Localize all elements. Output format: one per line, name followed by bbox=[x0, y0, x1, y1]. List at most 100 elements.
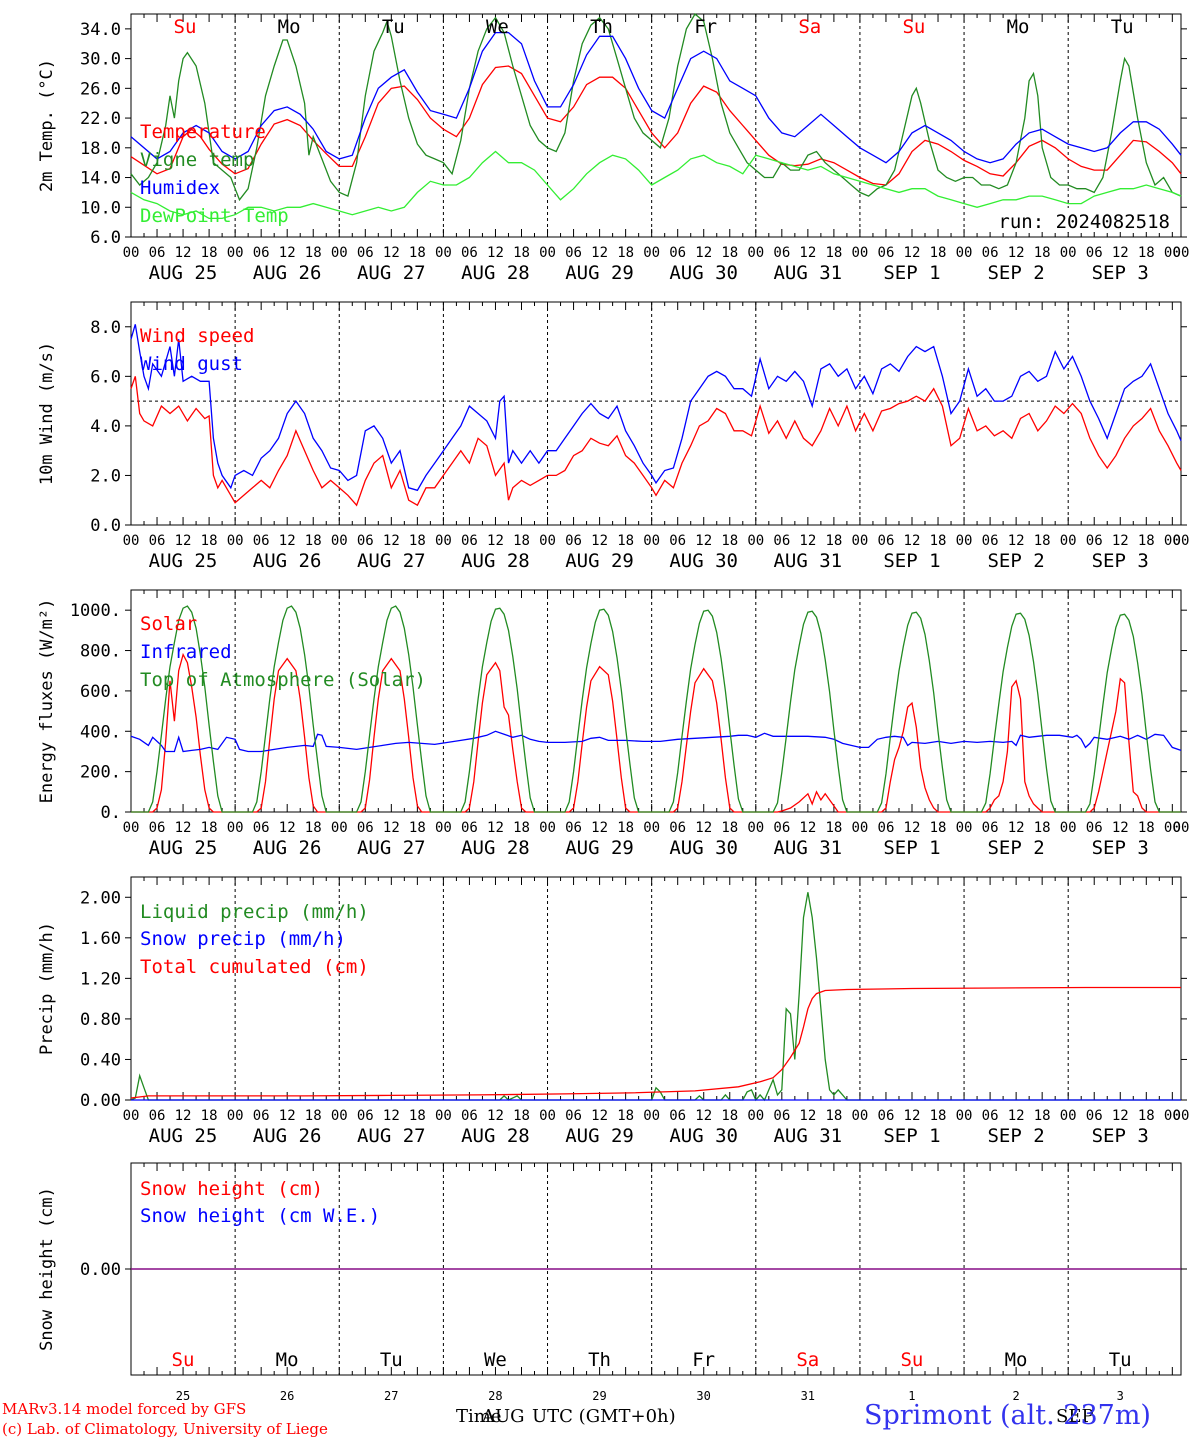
date-label: AUG 25 bbox=[149, 837, 218, 859]
y-tick-label: 10.0 bbox=[80, 198, 121, 218]
hour-tick-label: 18 bbox=[305, 533, 322, 549]
hour-tick-label: 06 bbox=[878, 533, 895, 549]
date-label: SEP 1 bbox=[883, 837, 940, 859]
panel-0: 6.0 10.0 14.0 18.0 22.0 26.0 30.0 34.0 2m Temp. … bbox=[37, 12, 1189, 284]
date-label: AUG 25 bbox=[149, 262, 218, 284]
hour-tick-label: 12 bbox=[487, 820, 504, 836]
y-tick-label: 600. bbox=[80, 682, 121, 702]
hour-tick-label: 06 bbox=[357, 1108, 374, 1124]
date-label: AUG 29 bbox=[565, 837, 634, 859]
hour-tick-label: 18 bbox=[1034, 533, 1051, 549]
hour-tick-label: 06 bbox=[565, 1108, 582, 1124]
hour-tick-label: 00 bbox=[123, 533, 140, 549]
hour-tick-label: 18 bbox=[721, 245, 738, 261]
hour-tick-label: 18 bbox=[617, 533, 634, 549]
weekday-label: Th bbox=[590, 16, 613, 38]
hour-tick-label: 00 bbox=[331, 820, 348, 836]
hour-tick-label: 00 bbox=[435, 1108, 452, 1124]
y-tick-label: 30.0 bbox=[80, 50, 121, 70]
day-number-label: 31 bbox=[801, 1389, 815, 1403]
weekday-label-bottom: We bbox=[484, 1349, 507, 1371]
hour-tick-label: 12 bbox=[904, 1108, 921, 1124]
y-axis-label: Energy fluxes (W/m²) bbox=[37, 599, 57, 804]
hour-tick-label: 06 bbox=[1086, 820, 1103, 836]
hour-tick-label: 18 bbox=[825, 820, 842, 836]
day-number-label: 29 bbox=[592, 1389, 606, 1403]
hour-tick-label: 18 bbox=[201, 820, 218, 836]
weekday-label: We bbox=[486, 16, 509, 38]
hour-tick-label: 00 bbox=[643, 533, 660, 549]
date-label: AUG 31 bbox=[773, 550, 842, 572]
y-tick-label: 18.0 bbox=[80, 139, 121, 159]
hour-tick-label: 06 bbox=[878, 820, 895, 836]
date-label: AUG 29 bbox=[565, 1125, 634, 1147]
hour-tick-label: 18 bbox=[409, 245, 426, 261]
y-tick-label: 4.0 bbox=[90, 417, 121, 437]
hour-tick-label: 18 bbox=[1138, 1108, 1155, 1124]
date-label: AUG 28 bbox=[461, 262, 530, 284]
y-axis-label: Precip (mm/h) bbox=[37, 922, 57, 1055]
hour-tick-label: 18 bbox=[409, 1108, 426, 1124]
hour-tick-label: 00 bbox=[851, 245, 868, 261]
y-tick-label: 0.00 bbox=[80, 1260, 121, 1280]
hour-tick-label: 12 bbox=[591, 533, 608, 549]
y-tick-label: 1.60 bbox=[80, 929, 121, 949]
hour-tick-label: 12 bbox=[383, 533, 400, 549]
hour-tick-label: 12 bbox=[487, 245, 504, 261]
run-label-bg bbox=[986, 208, 1174, 232]
hour-tick-label: 18 bbox=[617, 1108, 634, 1124]
hour-tick-label: 12 bbox=[1008, 1108, 1025, 1124]
hour-tick-label: 18 bbox=[409, 533, 426, 549]
hour-tick-label: 12 bbox=[695, 533, 712, 549]
date-label: AUG 28 bbox=[461, 1125, 530, 1147]
hour-tick-label: 00 bbox=[1060, 820, 1077, 836]
hour-tick-label: 12 bbox=[695, 1108, 712, 1124]
date-label: SEP 3 bbox=[1092, 550, 1149, 572]
hour-tick-label: 06 bbox=[669, 820, 686, 836]
hour-tick-label: 00 bbox=[435, 533, 452, 549]
y-tick-label: 6.0 bbox=[90, 367, 121, 387]
legend-entry: DewPoint Temp bbox=[140, 205, 289, 227]
hour-tick-label: 00 bbox=[227, 533, 244, 549]
hour-tick-label: 06 bbox=[1086, 1108, 1103, 1124]
date-label: AUG 31 bbox=[773, 837, 842, 859]
series-line-solar bbox=[131, 652, 1181, 813]
date-label: SEP 1 bbox=[883, 1125, 940, 1147]
panel-frame bbox=[130, 301, 1182, 526]
hour-tick-label: 06 bbox=[253, 533, 270, 549]
hour-tick-label: 12 bbox=[799, 820, 816, 836]
date-label: AUG 30 bbox=[669, 1125, 738, 1147]
hour-tick-label: 18 bbox=[721, 533, 738, 549]
model-credit: MARv3.14 model forced by GFS bbox=[2, 1400, 247, 1418]
hour-tick-label: 12 bbox=[279, 245, 296, 261]
hour-tick-label: 00 bbox=[1060, 1108, 1077, 1124]
hour-tick-label: 00 bbox=[227, 245, 244, 261]
legend-entry: Vigne temp bbox=[140, 149, 254, 171]
hour-tick-label: 18 bbox=[617, 245, 634, 261]
y-tick-label: 0.40 bbox=[80, 1050, 121, 1070]
date-label: AUG 28 bbox=[461, 837, 530, 859]
series-line-top-of-atmosphere-solar- bbox=[131, 605, 1181, 813]
hour-tick-label: 18 bbox=[930, 533, 947, 549]
day-number-label: 2 bbox=[1012, 1389, 1019, 1403]
hour-tick-label: 00 bbox=[956, 245, 973, 261]
hour-tick-label: 00 bbox=[1173, 1108, 1190, 1124]
hour-tick-label: 12 bbox=[591, 1108, 608, 1124]
hour-tick-label: 06 bbox=[982, 1108, 999, 1124]
hour-tick-label: 06 bbox=[461, 533, 478, 549]
date-label: AUG 26 bbox=[253, 837, 322, 859]
hour-tick-label: 18 bbox=[201, 1108, 218, 1124]
series-line-wind-gust bbox=[130, 324, 1182, 492]
hour-tick-label: 06 bbox=[1086, 245, 1103, 261]
hour-tick-label: 18 bbox=[305, 1108, 322, 1124]
hour-tick-label: 18 bbox=[1034, 245, 1051, 261]
hour-tick-label: 06 bbox=[982, 820, 999, 836]
hour-tick-label: 00 bbox=[123, 1108, 140, 1124]
date-label: AUG 26 bbox=[253, 550, 322, 572]
date-label: SEP 3 bbox=[1092, 837, 1149, 859]
hour-tick-label: 12 bbox=[383, 245, 400, 261]
hour-tick-label: 00 bbox=[851, 533, 868, 549]
hour-tick-label: 00 bbox=[643, 245, 660, 261]
hour-tick-label: 12 bbox=[487, 533, 504, 549]
hour-tick-label: 18 bbox=[1034, 820, 1051, 836]
